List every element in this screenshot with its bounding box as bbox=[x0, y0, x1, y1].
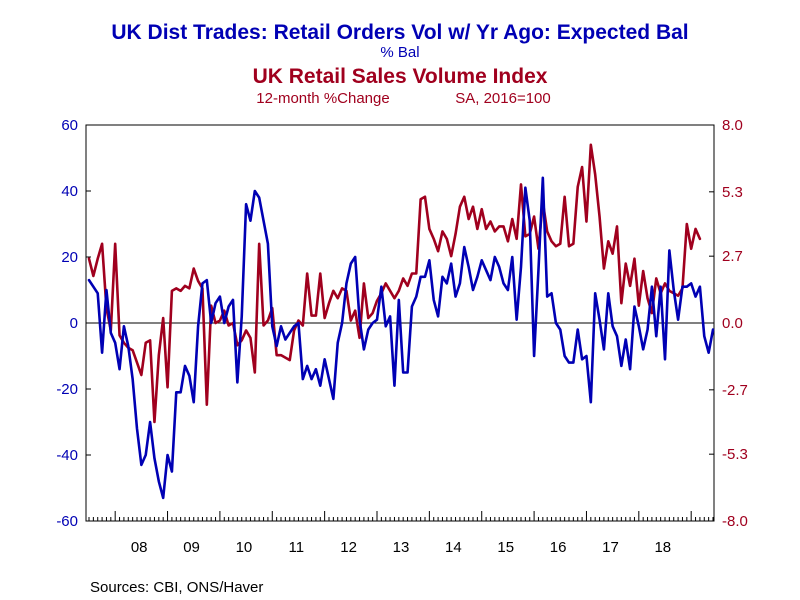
right-axis-tick-label: -5.3 bbox=[722, 446, 748, 463]
right-axis-tick-label: 0.0 bbox=[722, 315, 743, 332]
x-axis-year-label: 08 bbox=[131, 539, 148, 556]
left-axis-tick-label: 60 bbox=[61, 117, 78, 134]
left-axis-tick-label: 20 bbox=[61, 249, 78, 266]
x-axis-year-label: 11 bbox=[288, 539, 304, 556]
left-axis-tick-label: -20 bbox=[56, 381, 78, 398]
left-axis-tick-label: -60 bbox=[56, 513, 78, 530]
chart-subtitle-primary: % Bal bbox=[380, 44, 419, 61]
left-axis-tick-label: 0 bbox=[70, 315, 78, 332]
x-axis-year-label: 18 bbox=[654, 539, 671, 556]
right-axis-tick-label: 5.3 bbox=[722, 184, 743, 201]
plot-area: 60 40 20 0 -20 -40 -60 8.0 5.3 2.7 0.0 -2.7 -5.3 -8.0… bbox=[56, 117, 748, 556]
chart-subtitle-secondary-right: SA, 2016=100 bbox=[455, 90, 551, 107]
x-axis-year-label: 17 bbox=[602, 539, 619, 556]
series-line-retail-orders bbox=[87, 176, 715, 500]
series-line-retail-sales bbox=[87, 143, 702, 424]
x-axis-year-label: 09 bbox=[183, 539, 200, 556]
source-note: Sources: CBI, ONS/Haver bbox=[90, 579, 263, 596]
right-axis-tick-label: -2.7 bbox=[722, 382, 748, 399]
chart-title-primary: UK Dist Trades: Retail Orders Vol w/ Yr … bbox=[111, 21, 688, 44]
x-axis-year-label: 16 bbox=[550, 539, 567, 556]
chart-subtitle-secondary-left: 12-month %Change bbox=[256, 90, 389, 107]
x-axis-year-label: 15 bbox=[497, 539, 514, 556]
right-axis-tick-label: 2.7 bbox=[722, 248, 743, 265]
x-axis-year-label: 13 bbox=[393, 539, 410, 556]
x-axis-year-label: 14 bbox=[445, 539, 462, 556]
left-axis-tick-label: -40 bbox=[56, 447, 78, 464]
right-axis-tick-label: -8.0 bbox=[722, 513, 748, 530]
x-axis-year-label: 12 bbox=[340, 539, 357, 556]
left-axis-tick-label: 40 bbox=[61, 183, 78, 200]
right-axis-tick-label: 8.0 bbox=[722, 117, 743, 134]
x-axis-year-label: 10 bbox=[236, 539, 253, 556]
chart-title-secondary: UK Retail Sales Volume Index bbox=[253, 65, 548, 88]
